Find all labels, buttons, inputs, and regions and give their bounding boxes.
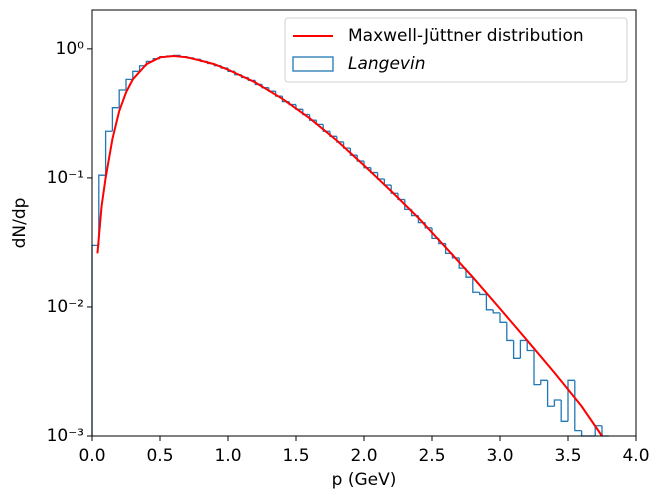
histogram-bin xyxy=(519,339,528,359)
histogram-bin xyxy=(308,114,317,121)
x-tick-label: 1.0 xyxy=(214,446,241,466)
histogram-bin xyxy=(336,136,344,143)
histogram-bin xyxy=(560,400,568,422)
histogram-bin xyxy=(91,244,99,436)
y-tick-label: 10⁻³ xyxy=(47,426,84,446)
histogram-bin xyxy=(499,312,507,323)
x-tick-label: 2.5 xyxy=(418,446,445,466)
curve xyxy=(96,55,603,437)
histogram-bin xyxy=(580,430,589,437)
histogram-bin xyxy=(322,124,330,132)
histogram-bin xyxy=(553,399,562,407)
histogram-bin xyxy=(342,141,351,149)
histogram-bin xyxy=(383,179,392,186)
histogram-bin xyxy=(540,379,548,385)
x-tick-label: 2.0 xyxy=(350,446,377,466)
legend-patch xyxy=(292,56,334,72)
histogram-bin xyxy=(349,148,358,156)
x-tick-label: 3.5 xyxy=(554,446,581,466)
histogram-bin xyxy=(526,340,534,352)
histogram-bin xyxy=(506,322,514,342)
histogram-bin xyxy=(478,292,487,296)
y-tick-label: 10⁻² xyxy=(47,297,84,317)
histogram-bin xyxy=(356,155,364,162)
x-tick-label: 4.0 xyxy=(622,446,649,466)
y-tick-label: 10⁻¹ xyxy=(47,168,84,188)
x-tick-label: 0.0 xyxy=(78,446,105,466)
x-tick-label: 3.0 xyxy=(486,446,513,466)
histogram-bin xyxy=(546,380,555,407)
plot-frame xyxy=(91,9,637,437)
histogram-bin xyxy=(390,185,398,194)
x-tick-label: 1.5 xyxy=(282,446,309,466)
y-axis-label: dN/dp xyxy=(10,198,30,249)
histogram-bin xyxy=(118,89,126,108)
x-tick-label: 0.5 xyxy=(146,446,173,466)
legend-box xyxy=(284,17,628,83)
y-tick-label: 10⁰ xyxy=(56,39,85,59)
histogram-bin xyxy=(125,78,133,90)
legend-label: Maxwell-Jüttner distribution xyxy=(348,26,584,46)
histogram-bin xyxy=(485,294,494,311)
histogram-bin xyxy=(601,425,609,437)
legend-label: Langevin xyxy=(348,54,425,74)
histogram-bin xyxy=(492,309,500,314)
histogram-bin xyxy=(329,131,337,137)
histogram-bin xyxy=(104,130,113,176)
histogram-bin xyxy=(132,70,140,80)
histogram-bin xyxy=(363,161,371,169)
histogram-bin xyxy=(472,277,480,293)
histogram-bin xyxy=(98,174,106,246)
histogram-bin xyxy=(533,350,541,386)
histogram-bin xyxy=(567,379,575,422)
histogram-bin xyxy=(397,193,405,201)
histogram-bin xyxy=(274,91,283,97)
histogram-bin xyxy=(111,107,120,132)
histogram-bin xyxy=(512,340,521,359)
x-axis-label: p (GeV) xyxy=(332,470,397,490)
